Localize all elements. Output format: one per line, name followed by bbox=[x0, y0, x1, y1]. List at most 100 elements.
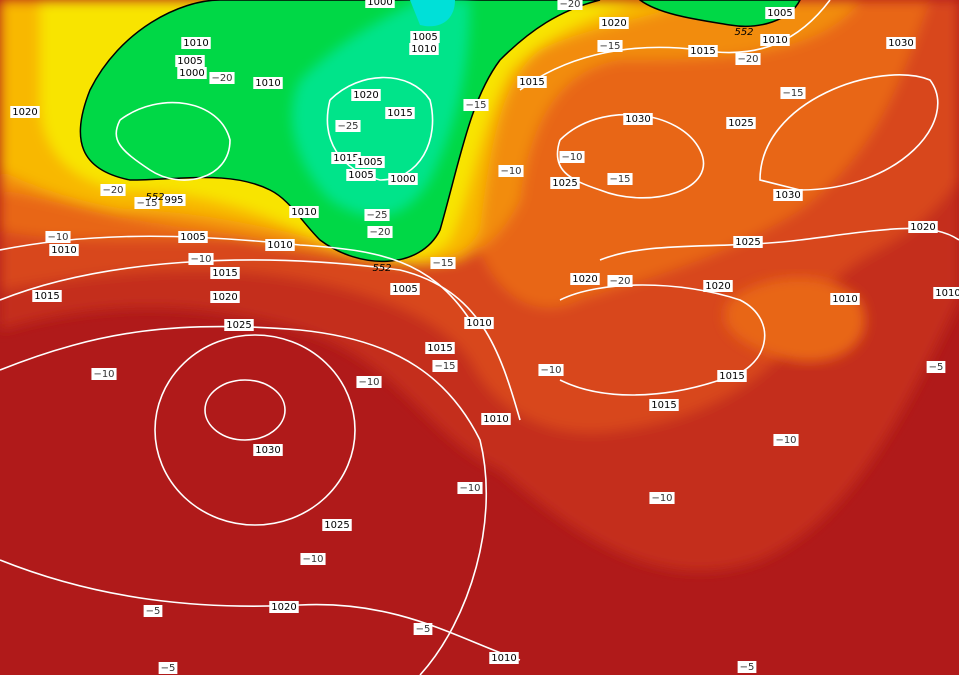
isobar-label: 1010 bbox=[265, 239, 295, 251]
isobar-label: 1015 bbox=[425, 342, 455, 354]
isobar-label: 1025 bbox=[726, 117, 756, 129]
isobar-label-box bbox=[289, 206, 319, 218]
temperature-label: −15 bbox=[597, 40, 623, 52]
temperature-label-text: −20 bbox=[609, 276, 630, 287]
temperature-label: −10 bbox=[773, 434, 799, 446]
isobar-label: 1020 bbox=[908, 221, 938, 233]
temperature-label-text: −15 bbox=[432, 258, 453, 269]
temperature-label-box bbox=[607, 275, 633, 287]
isobar-label: 1010 bbox=[409, 43, 439, 55]
isobar-label-text: 1005 bbox=[180, 232, 205, 243]
temperature-label-text: −5 bbox=[740, 662, 755, 673]
temperature-label-box bbox=[335, 120, 361, 132]
isobar-label-box bbox=[210, 291, 240, 303]
isobar-label: 1030 bbox=[253, 444, 283, 456]
temperature-label-text: −10 bbox=[500, 166, 521, 177]
isobar-label: 1015 bbox=[517, 76, 547, 88]
isobar-label: 995 bbox=[162, 194, 186, 206]
isobar-label-text: 1020 bbox=[601, 18, 626, 29]
isobar-label-box bbox=[390, 283, 420, 295]
temperature-label-text: −15 bbox=[136, 198, 157, 209]
isobar-label-box bbox=[489, 652, 519, 664]
temperature-label-text: −20 bbox=[737, 54, 758, 65]
isobar-label-text: 1010 bbox=[183, 38, 208, 49]
isobar-label-text: 1015 bbox=[34, 291, 59, 302]
isobar-label: 1020 bbox=[210, 291, 240, 303]
isobar-label-text: 1030 bbox=[775, 190, 800, 201]
temperature-label: −10 bbox=[45, 231, 71, 243]
isobar-label: 1015 bbox=[649, 399, 679, 411]
temperature-label-box bbox=[498, 165, 524, 177]
isobar-label-box bbox=[355, 156, 385, 168]
temperature-label-box bbox=[649, 492, 675, 504]
isobar-label-box bbox=[726, 117, 756, 129]
temperature-label: −10 bbox=[559, 151, 585, 163]
isobar-label-box bbox=[886, 37, 916, 49]
isobar-label: 1010 bbox=[760, 34, 790, 46]
isobar-label-box bbox=[933, 287, 959, 299]
isobar-label-text: 1010 bbox=[935, 288, 959, 299]
isobar-label-box bbox=[550, 177, 580, 189]
isobar-label-text: 1020 bbox=[212, 292, 237, 303]
isobar-label: 1005 bbox=[175, 55, 205, 67]
isobar-label-text: 1025 bbox=[226, 320, 251, 331]
temperature-label-box bbox=[91, 368, 117, 380]
isobar-label: 1010 bbox=[481, 413, 511, 425]
isobar-label-box bbox=[385, 107, 415, 119]
isobar-label: 1005 bbox=[410, 31, 440, 43]
isobar-label-text: 1000 bbox=[367, 0, 392, 8]
isobar-label-text: 1030 bbox=[625, 114, 650, 125]
temperature-label-box bbox=[364, 209, 390, 221]
thickness-label: 552 bbox=[145, 192, 164, 203]
isobar-label: 1005 bbox=[178, 231, 208, 243]
isobar-label-box bbox=[365, 0, 395, 8]
isobar-label-box bbox=[351, 89, 381, 101]
thickness-label-text: 552 bbox=[145, 192, 164, 203]
temperature-label: −15 bbox=[430, 257, 456, 269]
isobar-label-box bbox=[177, 67, 207, 79]
isobar-label-box bbox=[765, 7, 795, 19]
isobar-label-text: 1020 bbox=[705, 281, 730, 292]
isobar-label-box bbox=[570, 273, 600, 285]
isobar-label-text: 1010 bbox=[255, 78, 280, 89]
isobar-label: 1020 bbox=[599, 17, 629, 29]
temperature-label-text: −10 bbox=[459, 483, 480, 494]
temperature-label-text: −20 bbox=[102, 185, 123, 196]
isobar-label: 1010 bbox=[253, 77, 283, 89]
isobar-label-box bbox=[760, 34, 790, 46]
isobar-label-box bbox=[32, 290, 62, 302]
isobar-label-text: 1005 bbox=[357, 157, 382, 168]
temperature-label-text: −15 bbox=[465, 100, 486, 111]
temperature-label-box bbox=[158, 662, 178, 674]
isobar-label-box bbox=[517, 76, 547, 88]
temperature-label: −5 bbox=[143, 605, 163, 617]
temperature-label-box bbox=[773, 434, 799, 446]
isobar-label-text: 1015 bbox=[427, 343, 452, 354]
isobar-label-text: 1030 bbox=[888, 38, 913, 49]
temperature-label-text: −25 bbox=[337, 121, 358, 132]
isobar-label-text: 1025 bbox=[324, 520, 349, 531]
isobar-label: 1025 bbox=[733, 236, 763, 248]
thickness-label-text: 552 bbox=[734, 27, 753, 38]
temperature-label-text: −15 bbox=[782, 88, 803, 99]
isobar-label-box bbox=[410, 31, 440, 43]
isobar-label: 1015 bbox=[331, 152, 361, 164]
thickness-label-text: 552 bbox=[372, 263, 391, 274]
isobar-label: 1030 bbox=[886, 37, 916, 49]
temperature-label: −20 bbox=[100, 184, 126, 196]
isobar-label-text: 1010 bbox=[491, 653, 516, 664]
isobar-label-box bbox=[464, 317, 494, 329]
temperature-label: −20 bbox=[607, 275, 633, 287]
temperature-label: −15 bbox=[134, 197, 160, 209]
isobar-label-text: 1010 bbox=[762, 35, 787, 46]
temperature-label-text: −5 bbox=[161, 663, 176, 674]
isobar-label: 1015 bbox=[688, 45, 718, 57]
temperature-label-text: −10 bbox=[775, 435, 796, 446]
temperature-label: −10 bbox=[457, 482, 483, 494]
temperature-label: −15 bbox=[463, 99, 489, 111]
isobar-label: 1020 bbox=[570, 273, 600, 285]
isobar-label-text: 1015 bbox=[387, 108, 412, 119]
isobar-label-text: 1000 bbox=[179, 68, 204, 79]
isobar-label-text: 1020 bbox=[353, 90, 378, 101]
